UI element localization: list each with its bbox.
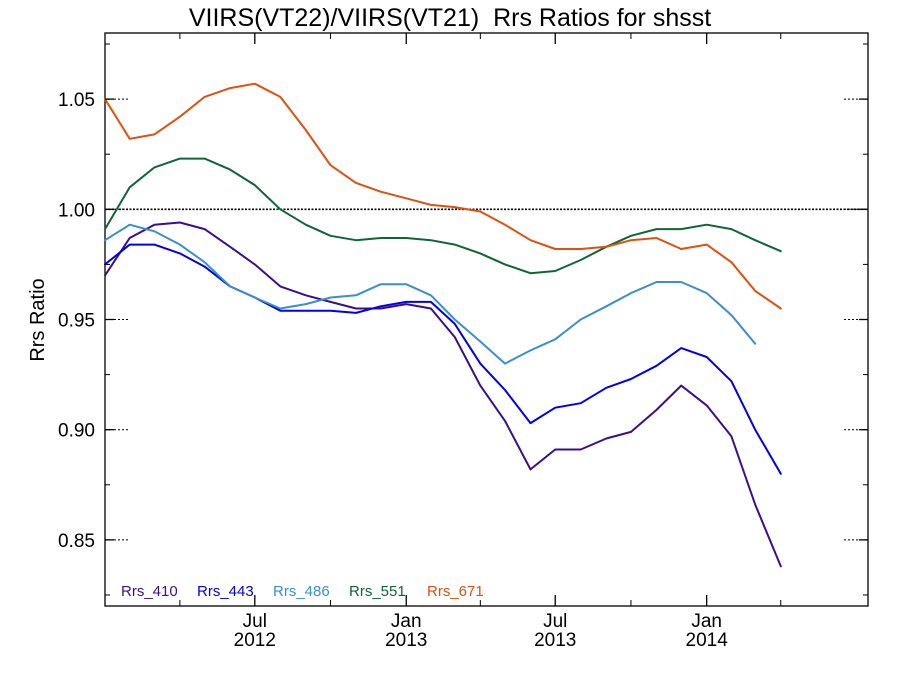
y-tick-label: 0.85 [58,531,95,552]
y-tick-label: 1.05 [58,90,95,111]
series-line-rrs-551 [104,157,782,275]
y-tick-label: 0.90 [58,421,95,442]
y-axis-label: Rrs Ratio [27,278,49,361]
x-tick-label-year: 2013 [534,630,576,651]
series-line-rrs-486 [104,223,757,365]
y-tick-label: 0.95 [58,311,95,332]
plot-frame [104,32,869,607]
legend-entry-rrs-551: Rrs_551 [349,583,406,600]
series-line-rrs-410 [104,221,782,568]
x-tick-label-year: 2014 [686,630,729,651]
x-tick-label-year: 2012 [234,630,276,651]
x-tick-label-month: Jul [243,611,267,632]
series-line-rrs-443 [104,243,782,475]
axis-ticks: 0.850.900.951.001.05Jul2012Jan2013Jul201… [58,33,868,651]
legend-entry-rrs-671: Rrs_671 [427,583,484,600]
x-tick-label-month: Jul [543,611,567,632]
legend-entry-rrs-410: Rrs_410 [121,583,178,600]
x-tick-label-month: Jan [391,611,422,632]
series-group [104,82,782,568]
legend-entry-rrs-443: Rrs_443 [197,583,254,600]
series-line-rrs-671 [104,82,782,310]
legend-entry-rrs-486: Rrs_486 [273,583,330,600]
legend: Rrs_410 Rrs_443 Rrs_486 Rrs_551 Rrs_671 [121,583,484,600]
plot-area [104,32,869,607]
y-tick-label: 1.00 [58,200,95,221]
x-tick-label-year: 2013 [385,630,427,651]
x-tick-label-month: Jan [691,611,722,632]
chart-title: VIIRS(VT22)/VIIRS(VT21) Rrs Ratios for s… [188,4,712,32]
